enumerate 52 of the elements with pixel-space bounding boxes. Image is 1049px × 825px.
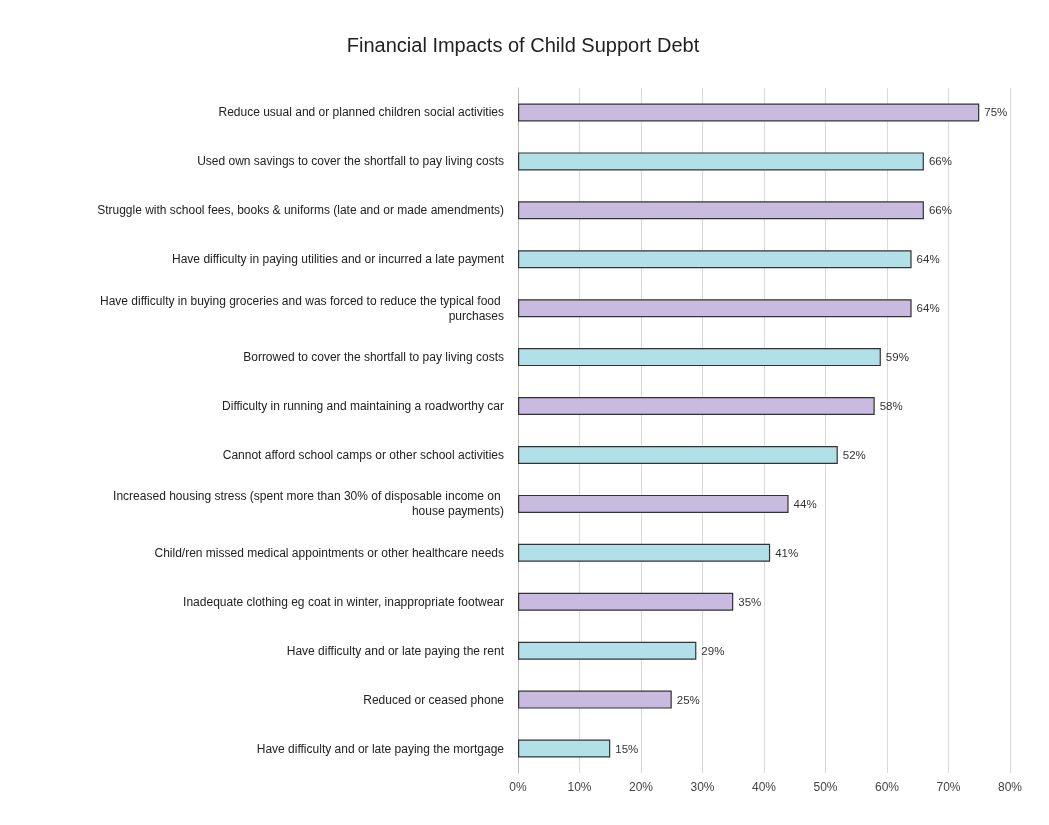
bar [518, 641, 697, 660]
bar [518, 397, 875, 416]
data-label: 44% [793, 497, 817, 510]
x-tick-label: 0% [509, 780, 527, 794]
data-label: 66% [928, 204, 952, 217]
bar [518, 152, 924, 171]
data-label: 29% [701, 644, 725, 657]
data-label: 58% [879, 400, 903, 413]
bar [518, 543, 771, 562]
bar [518, 103, 980, 122]
data-label: 35% [738, 595, 762, 608]
y-tick-label: Difficulty in running and maintaining a roadworthy car [222, 399, 504, 414]
bar [518, 690, 672, 709]
bar [518, 201, 924, 220]
bar [518, 299, 912, 318]
y-tick-label: Have difficulty in paying utilities and or incurred a late payment [172, 252, 505, 267]
data-label: 25% [676, 693, 700, 706]
y-tick-label: Struggle with school fees, books & uniforms (late and or made amendments) [97, 203, 504, 218]
y-tick-label: Cannot afford school camps or other school activities [222, 447, 504, 462]
bar [518, 250, 912, 269]
bar [518, 348, 881, 367]
data-label: 64% [916, 253, 940, 266]
y-tick-label: Increased housing stress (spent more than 30% of disposable income on house payments) [113, 489, 504, 519]
x-tick-label: 70% [936, 780, 961, 794]
y-tick-label: Have difficulty in buying groceries and was forced to reduce the typical food purchases [99, 293, 504, 323]
x-tick-label: 40% [751, 780, 777, 794]
chart-title: Financial Impacts of Child Support Debt [346, 34, 700, 56]
y-tick-label: Borrowed to cover the shortfall to pay living costs [243, 350, 504, 365]
bar [518, 592, 734, 611]
data-label: 59% [885, 351, 909, 364]
x-tick-label: 60% [874, 780, 900, 794]
data-label: 66% [928, 155, 952, 168]
bar [518, 494, 789, 513]
y-tick-label: Child/ren missed medical appointments or other healthcare needs [154, 545, 504, 560]
x-tick-label: 30% [690, 780, 715, 794]
x-tick-label: 80% [997, 780, 1023, 794]
y-tick-label: Used own savings to cover the shortfall to pay living costs [197, 154, 504, 169]
data-label: 64% [916, 302, 940, 315]
bar [518, 445, 838, 464]
bar [518, 739, 611, 758]
y-tick-label: Reduce usual and or planned children social activities [218, 105, 504, 120]
y-tick-label: Have difficulty and or late paying the mortgage [256, 741, 505, 756]
y-tick-label: Inadequate clothing eg coat in winter, inappropriate footwear [183, 594, 504, 609]
data-label: 15% [615, 742, 639, 755]
y-tick-label: Reduced or ceased phone [363, 692, 505, 707]
data-label: 75% [984, 106, 1008, 119]
data-label: 52% [842, 448, 866, 461]
x-tick-label: 20% [628, 780, 654, 794]
x-tick-label: 10% [567, 780, 592, 794]
x-tick-label: 50% [813, 780, 838, 794]
data-label: 41% [775, 546, 799, 559]
y-tick-label: Have difficulty and or late paying the rent [286, 643, 505, 658]
